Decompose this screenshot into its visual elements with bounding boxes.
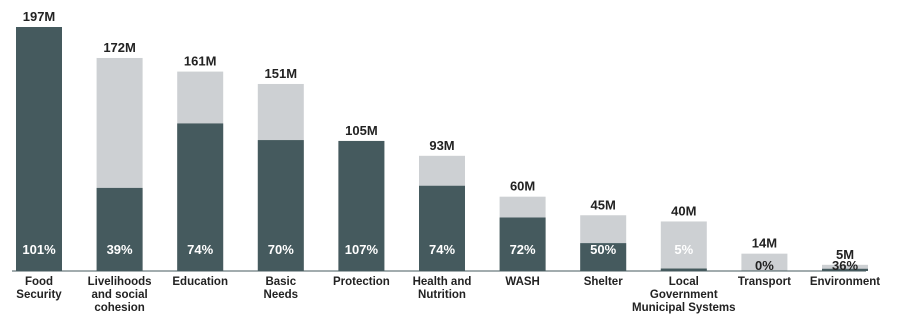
percent-label: 72% bbox=[510, 242, 536, 257]
category-label-line: Health and bbox=[413, 276, 472, 288]
funded-bar bbox=[96, 187, 143, 271]
category-label-line: and social bbox=[91, 289, 147, 301]
value-label: 151M bbox=[265, 66, 298, 81]
percent-label: 50% bbox=[590, 242, 616, 257]
category-label-line: Municipal Systems bbox=[632, 302, 736, 314]
category-label: Local Government Municipal Systems bbox=[632, 276, 736, 314]
value-label: 14M bbox=[752, 236, 777, 251]
category-label-line: cohesion bbox=[94, 302, 144, 314]
category-label: Livelihoods and social cohesion bbox=[88, 276, 152, 314]
category-label-line: Security bbox=[16, 289, 62, 301]
category-label-line: Transport bbox=[738, 276, 791, 288]
labels-group: 197M 101% Food Security 172M 39% Livelihoods an… bbox=[16, 9, 880, 314]
requirement-bar bbox=[660, 221, 707, 271]
value-label: 172M bbox=[103, 40, 136, 55]
percent-label: 0% bbox=[755, 258, 774, 273]
value-label: 5M bbox=[836, 247, 854, 262]
category-label: Basic Needs bbox=[264, 276, 299, 301]
percent-label: 5% bbox=[674, 242, 693, 257]
funded-bar bbox=[499, 217, 546, 271]
category-label: Protection bbox=[333, 276, 390, 288]
funded-bar bbox=[660, 268, 707, 271]
category-label: Shelter bbox=[584, 276, 624, 288]
value-label: 60M bbox=[510, 179, 535, 194]
percent-label: 74% bbox=[187, 242, 213, 257]
category-label-line: Nutrition bbox=[418, 289, 466, 301]
funded-bar bbox=[822, 268, 868, 271]
value-label: 45M bbox=[591, 197, 616, 212]
category-label-line: Basic bbox=[265, 276, 296, 288]
category-label-line: WASH bbox=[505, 276, 540, 288]
category-label-line: Livelihoods bbox=[88, 276, 152, 288]
category-label-line: Needs bbox=[264, 289, 299, 301]
funded-bar bbox=[338, 140, 385, 271]
category-label: Transport bbox=[738, 276, 791, 288]
category-label: WASH bbox=[505, 276, 540, 288]
requirement-bar bbox=[741, 253, 788, 271]
value-label: 105M bbox=[345, 123, 378, 138]
category-label-line: Local bbox=[669, 276, 699, 288]
percent-label: 36% bbox=[832, 258, 858, 273]
percent-label: 39% bbox=[107, 242, 133, 257]
category-label: Education bbox=[172, 276, 228, 288]
percent-label: 107% bbox=[345, 242, 379, 257]
category-label-line: Government bbox=[650, 289, 718, 301]
funded-bar bbox=[257, 140, 304, 271]
category-label-line: Shelter bbox=[584, 276, 624, 288]
value-label: 40M bbox=[671, 203, 696, 218]
category-label: Health and Nutrition bbox=[413, 276, 472, 301]
category-label-line: Education bbox=[172, 276, 228, 288]
category-label-line: Protection bbox=[333, 276, 390, 288]
category-label-line: Food bbox=[25, 276, 53, 288]
funded-bar bbox=[177, 123, 224, 272]
category-label-line: Environment bbox=[810, 276, 880, 288]
percent-label: 101% bbox=[22, 242, 56, 257]
funded-bar bbox=[419, 185, 465, 271]
category-label: Food Security bbox=[16, 276, 62, 301]
percent-label: 74% bbox=[429, 242, 455, 257]
value-label: 93M bbox=[429, 138, 454, 153]
requirement-bar bbox=[822, 264, 868, 271]
bars-group bbox=[16, 27, 868, 272]
funded-bar bbox=[580, 243, 627, 271]
funded-bar bbox=[16, 27, 62, 271]
percent-label: 70% bbox=[268, 242, 294, 257]
value-label: 161M bbox=[184, 54, 217, 69]
category-label: Environment bbox=[810, 276, 880, 288]
value-label: 197M bbox=[23, 9, 56, 24]
